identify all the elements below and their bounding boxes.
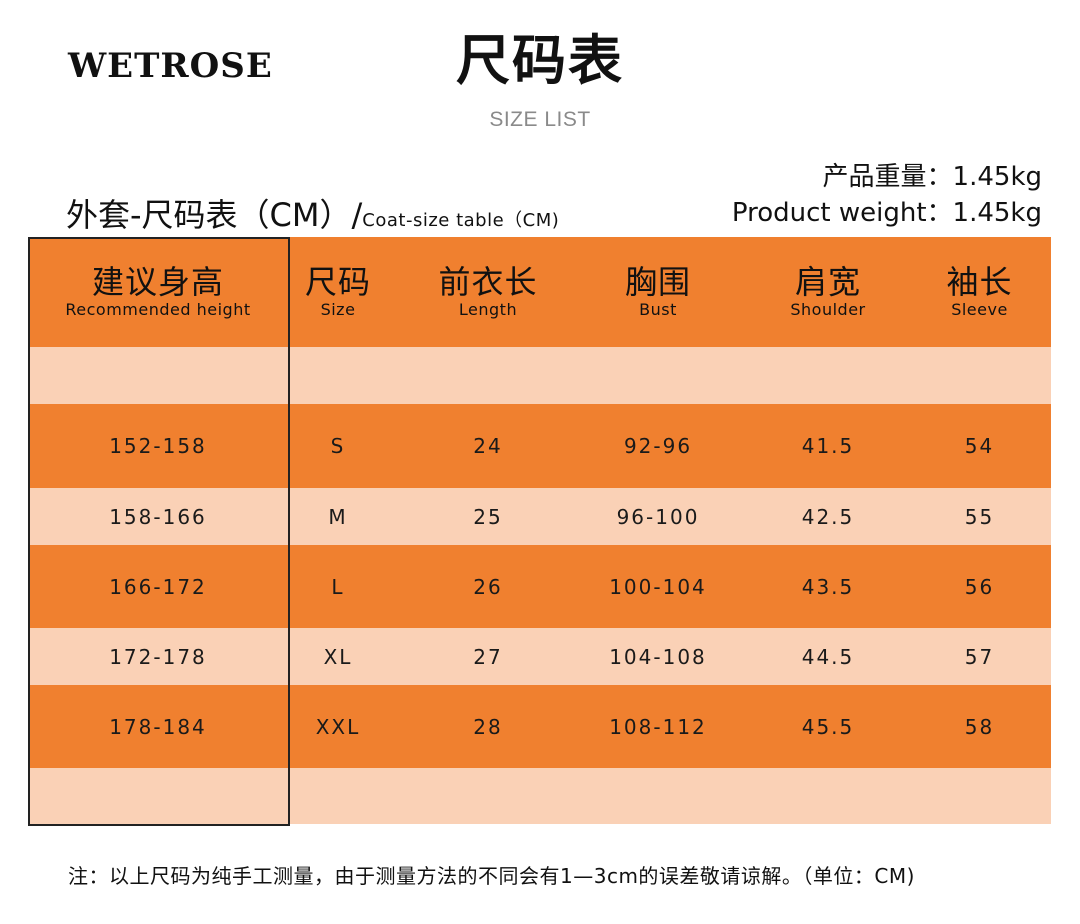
table-row [28, 768, 1051, 824]
header-label-en: Bust [639, 300, 677, 319]
cell-height: 152-158 [109, 434, 207, 458]
cell-height: 172-178 [109, 644, 207, 669]
header-label-en: Length [458, 300, 518, 319]
cell-length: 25 [473, 504, 503, 529]
cell-shoulder [748, 347, 908, 404]
cell-bust: 104-108 [609, 644, 707, 669]
cell-sleeve [908, 768, 1051, 824]
cell-height [28, 768, 288, 824]
cell-bust: 96-100 [616, 504, 700, 529]
cell-sleeve: 57 [964, 644, 995, 669]
cell-bust: 100-104 [609, 574, 707, 599]
header-bust: 胸围 Bust [578, 237, 738, 347]
header-label-cn: 建议身高 [91, 263, 224, 301]
header-label-en: Sleeve [951, 300, 1008, 319]
header-sleeve: 袖长 Sleeve [908, 237, 1051, 347]
header-length: 前衣长 Length [408, 237, 568, 347]
cell-height: 158-166 [109, 504, 207, 529]
cell-shoulder: 42.5 [801, 504, 855, 529]
cell-size: S [330, 434, 346, 458]
cell-bust [578, 768, 738, 824]
cell-size [288, 347, 388, 404]
cell-bust: 108-112 [609, 714, 707, 739]
cell-size: L [331, 574, 345, 599]
header-label-cn: 胸围 [624, 263, 691, 301]
table-row: 172-178 XL 27 104-108 44.5 57 [28, 628, 1051, 685]
cell-length: 27 [473, 644, 503, 669]
cell-sleeve [908, 347, 1051, 404]
table-header-row: 建议身高 Recommended height 尺码 Size 前衣长 Leng… [28, 237, 1051, 347]
cell-length: 26 [473, 574, 503, 599]
product-weight-cn: 产品重量：1.45kg [822, 162, 1042, 192]
product-weight-en: Product weight：1.45kg [731, 198, 1042, 228]
cell-size [288, 768, 388, 824]
cell-bust: 92-96 [623, 434, 693, 458]
header-label-cn: 前衣长 [438, 263, 538, 301]
cell-length [408, 768, 568, 824]
table-caption-en: Coat-size table（CM) [362, 210, 560, 231]
cell-size: XXL [315, 714, 361, 739]
table-row [28, 347, 1051, 404]
measurement-note: 注：以上尺码为纯手工测量，由于测量方法的不同会有1—3cm的误差敬请谅解。（单位… [68, 864, 915, 888]
table-row: 158-166 M 25 96-100 42.5 55 [28, 488, 1051, 545]
table-caption-main: 外套-尺码表（CM）/ [66, 196, 363, 234]
size-table: 建议身高 Recommended height 尺码 Size 前衣长 Leng… [28, 237, 1051, 824]
header-shoulder: 肩宽 Shoulder [748, 237, 908, 347]
page-subtitle: SIZE LIST [489, 108, 591, 131]
header-size: 尺码 Size [288, 237, 388, 347]
cell-height: 166-172 [109, 574, 207, 599]
cell-shoulder: 44.5 [801, 644, 855, 669]
cell-length: 28 [473, 714, 503, 739]
cell-sleeve: 58 [964, 714, 995, 739]
cell-sleeve: 56 [964, 574, 995, 599]
header-recommended-height: 建议身高 Recommended height [28, 237, 288, 347]
cell-sleeve: 55 [964, 504, 995, 529]
table-row: 166-172 L 26 100-104 43.5 56 [28, 545, 1051, 628]
header-label-cn: 肩宽 [794, 263, 861, 301]
header-label-cn: 袖长 [946, 263, 1013, 301]
table-row: 178-184 XXL 28 108-112 45.5 58 [28, 685, 1051, 768]
header-label-en: Shoulder [790, 300, 866, 319]
table-row: 152-158 S 24 92-96 41.5 54 [28, 404, 1051, 488]
cell-length [408, 347, 568, 404]
table-caption: 外套-尺码表（CM）/Coat-size table（CM) [66, 190, 666, 234]
brand-logo: WETROSE [68, 46, 273, 86]
header-label-cn: 尺码 [304, 263, 371, 301]
cell-size: M [328, 504, 348, 529]
cell-height [28, 347, 288, 404]
cell-height: 178-184 [109, 714, 207, 739]
header-label-en: Size [320, 300, 356, 319]
cell-shoulder: 45.5 [801, 714, 855, 739]
cell-shoulder: 43.5 [801, 574, 855, 599]
cell-length: 24 [473, 434, 503, 458]
cell-shoulder [748, 768, 908, 824]
cell-shoulder: 41.5 [801, 434, 855, 458]
header-label-en: Recommended height [65, 300, 251, 319]
page-title: 尺码表 [456, 28, 624, 92]
cell-sleeve: 54 [964, 434, 995, 458]
cell-size: XL [323, 644, 353, 669]
cell-bust [578, 347, 738, 404]
